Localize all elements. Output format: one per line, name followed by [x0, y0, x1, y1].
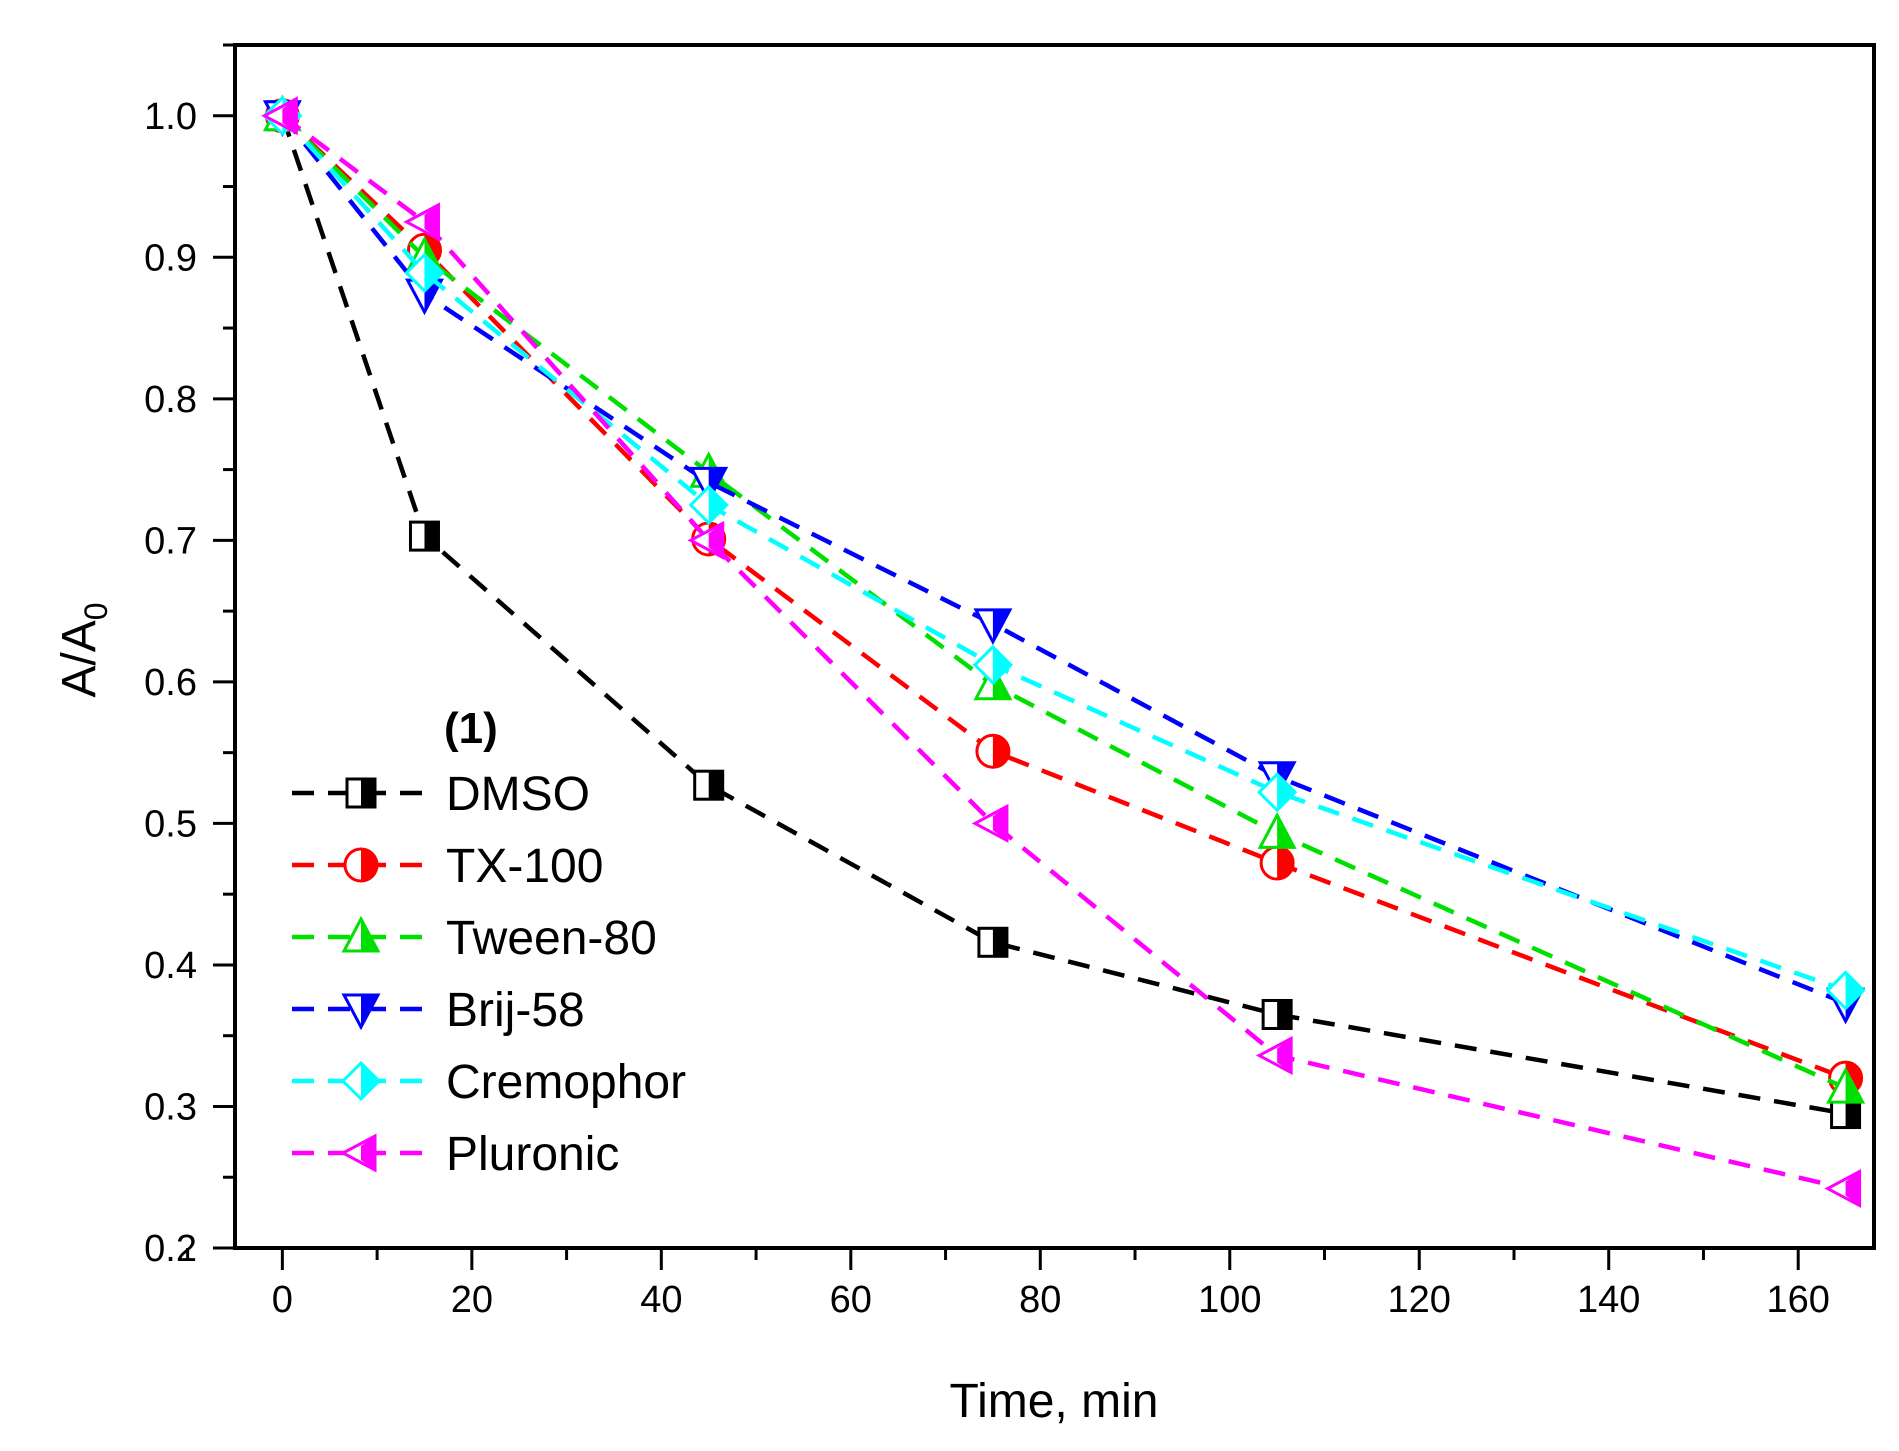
x-tick-label: 20 [451, 1279, 493, 1321]
marker-triangle-left [403, 202, 440, 242]
marker-diamond [1257, 772, 1298, 813]
legend-item: Pluronic [292, 1128, 619, 1181]
y-tick-label: 0.3 [144, 1086, 197, 1128]
y-tick-label: 0.9 [144, 237, 197, 279]
series-line [280, 114, 1847, 1006]
x-tick-label: 140 [1577, 1279, 1640, 1321]
x-tick-label: 0 [272, 1279, 293, 1321]
marker-triangle-left [1255, 1036, 1293, 1076]
legend-item: Tween-80 [292, 912, 657, 965]
y-tick-label: 0.2 [144, 1228, 197, 1270]
marker-diamond [1825, 970, 1866, 1011]
legend-label: DMSO [446, 768, 590, 821]
legend-label: TX-100 [446, 840, 603, 893]
tick-labels: 0 20 40 60 80 100 120 140 160 0.2 0.3 0.4 0.5 0.6 0.7 0… [144, 96, 1830, 1321]
marker-triangle-down [341, 993, 381, 1031]
legend-label: Cremophor [446, 1056, 686, 1109]
legend-label: Brij-58 [446, 984, 585, 1037]
x-tick-label: 120 [1388, 1279, 1451, 1321]
x-tick-label: 100 [1198, 1279, 1261, 1321]
marker-triangle-left [687, 520, 725, 560]
marker-triangle-down [973, 608, 1013, 646]
legend: (1) DMSO TX-100 Tween-80 Brij-58 Cremophor Pl… [292, 704, 686, 1181]
marker-triangle-left [1824, 1169, 1862, 1209]
legend-item: Brij-58 [292, 984, 585, 1037]
y-axis-title-main: A/A [53, 620, 106, 697]
marker-circle-half [1259, 845, 1295, 881]
y-tick-label: 1.0 [144, 96, 197, 138]
marker-triangle-up [341, 915, 381, 953]
y-tick-label: 0.8 [144, 379, 197, 421]
legend-label: Tween-80 [446, 912, 657, 965]
legend-title: (1) [444, 704, 498, 753]
x-tick-label: 40 [640, 1279, 682, 1321]
marker-square-half [408, 520, 440, 552]
legend-item: DMSO [292, 768, 590, 821]
marker-triangle-up [1826, 1066, 1866, 1104]
x-tick-label: 160 [1767, 1279, 1830, 1321]
marker-diamond [340, 1060, 382, 1102]
marker-circle-half [975, 733, 1011, 769]
series-layer [261, 94, 1866, 1209]
marker-circle-half [343, 847, 379, 883]
y-axis-title-subscript: 0 [78, 602, 114, 620]
series-dmso [266, 100, 1862, 1130]
marker-square-half [1830, 1098, 1862, 1130]
marker-triangle-left [339, 1133, 377, 1173]
y-tick-label: 0.4 [144, 945, 197, 987]
marker-diamond [972, 644, 1014, 686]
series-line [280, 114, 1847, 1091]
marker-square-half [693, 769, 725, 801]
legend-label: Pluronic [446, 1128, 619, 1181]
series-line [281, 113, 1847, 1191]
y-tick-label: 0.6 [144, 662, 197, 704]
legend-item: Cremophor [292, 1056, 686, 1109]
x-axis-title: Time, min [950, 1375, 1159, 1428]
x-tick-label: 80 [1019, 1279, 1061, 1321]
marker-square-half [1261, 998, 1293, 1030]
marker-diamond [688, 484, 729, 526]
y-axis-title: A/A0 [53, 602, 114, 697]
marker-triangle-left [971, 803, 1009, 843]
legend-item: TX-100 [292, 840, 603, 893]
series-line [280, 115, 1846, 1116]
marker-square-half [345, 777, 377, 809]
series-line [280, 114, 1847, 993]
x-tick-label: 60 [830, 1279, 872, 1321]
series-pluronic [261, 96, 1862, 1209]
marker-diamond [404, 252, 445, 293]
y-tick-label: 0.5 [144, 803, 197, 845]
marker-triangle-up [1257, 812, 1297, 849]
series-line [280, 114, 1847, 1081]
y-tick-label: 0.7 [144, 520, 197, 562]
plot-frame [233, 43, 1876, 1250]
marker-square-half [977, 926, 1009, 958]
marker-triangle-left [261, 96, 298, 136]
